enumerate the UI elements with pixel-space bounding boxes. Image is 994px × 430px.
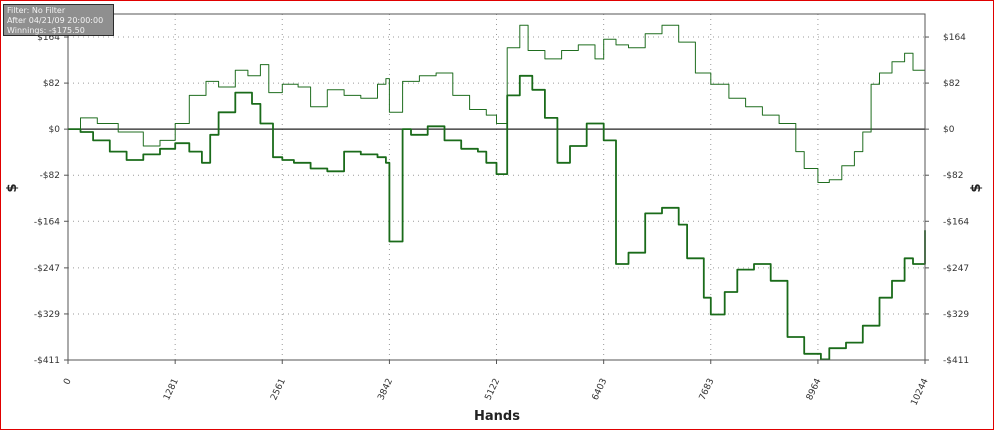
filter-label: Filter: No Filter [7,6,66,15]
grid-layer [68,14,925,361]
y-axis-title-left: $ [5,183,20,192]
x-tick-label: 7683 [698,377,717,402]
y-tick-label-left: -$411 [34,356,60,366]
info-box: Filter: No Filter After 04/21/09 20:00:0… [3,4,114,36]
series-line-2 [68,74,926,361]
y-tick-label-right: $82 [943,79,960,89]
y-tick-label-right: -$164 [943,217,969,227]
y-tick-label-right: $164 [943,33,966,43]
y-tick-label-right: -$82 [943,171,963,181]
y-tick-label-left: -$82 [40,171,60,181]
x-tick-label: 6403 [591,377,610,402]
x-tick-label: 10244 [910,377,931,407]
y-tick-label-right: -$411 [943,356,969,366]
y-tick-label-right: $0 [943,125,955,135]
y-tick-label-left: -$329 [34,310,60,320]
x-tick-label: 3842 [376,377,395,402]
x-axis-title: Hands [474,409,520,424]
series-line-1 [68,24,926,183]
y-tick-label-left: $164 [37,33,60,43]
y-tick-label-right: -$329 [943,310,969,320]
y-tick-label-left: $0 [49,125,61,135]
y-tick-label-left: $82 [43,79,60,89]
date-filter-label: After 04/21/09 20:00:00 [7,16,104,25]
x-tick-label: 5122 [483,377,502,402]
plot-border [67,13,926,361]
series-layer [68,24,926,361]
x-tick-label: 0 [62,377,74,387]
y-axis-title-right: $ [969,183,984,192]
y-tick-label-left: -$164 [34,217,60,227]
y-tick-label-left: -$247 [34,264,60,274]
winnings-label: Winnings: -$175.50 [7,26,85,35]
x-tick-label: 1281 [162,377,181,402]
x-tick-label: 2561 [269,377,288,402]
y-tick-label-right: -$247 [943,264,969,274]
x-tick-label: 8964 [805,377,824,402]
